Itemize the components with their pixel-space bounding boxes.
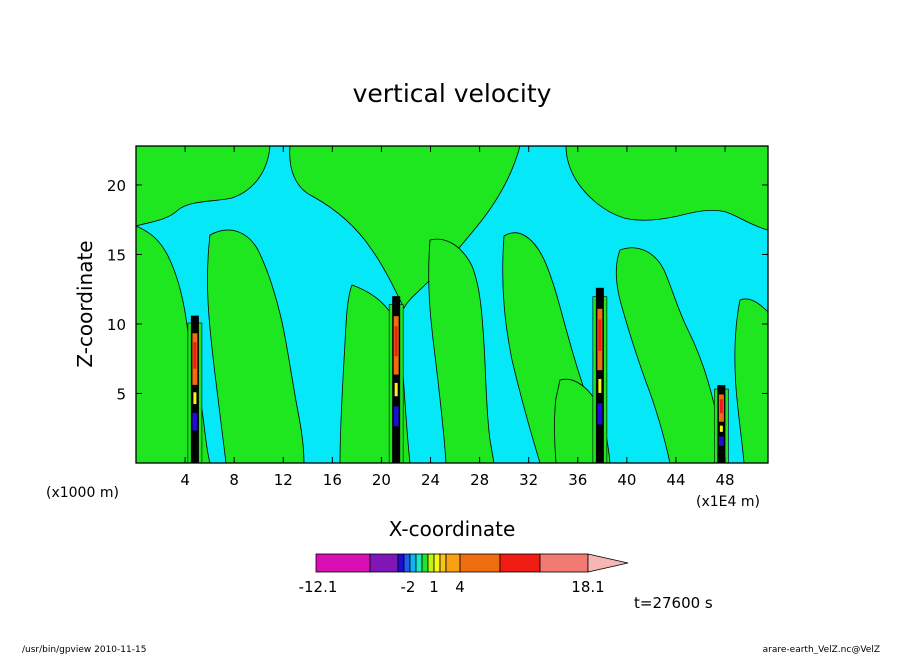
colorbar-segment	[499, 553, 541, 573]
colorbar-segment	[459, 553, 501, 573]
footer-right: arare-earth_VelZ.nc@VelZ	[763, 645, 880, 654]
x-tick-label: 24	[421, 471, 440, 489]
y-tick-label: 15	[107, 246, 126, 264]
colorbar-segment	[369, 553, 399, 573]
x-axis: 4 8 12 16 20 24 28 32 36 40 44 48	[180, 146, 735, 489]
footer-left: /usr/bin/gpview 2010-11-15	[22, 645, 146, 654]
updraft-column	[714, 385, 729, 464]
positive-regions	[135, 145, 769, 464]
colorbar-arrow	[587, 553, 629, 573]
positive-region	[207, 229, 305, 464]
x-tick-label: 4	[180, 471, 190, 489]
time-label: t=27600 s	[634, 594, 713, 612]
colorbar	[315, 553, 629, 573]
x-tick-label: 44	[666, 471, 685, 489]
x-tick-label: 32	[519, 471, 538, 489]
y-axis-label: Z-coordinate	[73, 240, 97, 367]
positive-region	[565, 145, 769, 231]
colorbar-segment	[439, 553, 447, 573]
x-tick-label: 40	[617, 471, 636, 489]
positive-region	[135, 145, 271, 227]
x-tick-label: 16	[323, 471, 342, 489]
y-tick-label: 20	[107, 177, 126, 195]
colorbar-label: -12.1	[299, 578, 338, 596]
y-tick-label: 5	[116, 385, 126, 403]
colorbar-segment	[315, 553, 371, 573]
colorbar-label: -2	[401, 578, 416, 596]
y-axis: 5 10 15 20	[107, 177, 768, 403]
x-axis-label: X-coordinate	[389, 517, 516, 541]
plot-area	[135, 145, 769, 464]
colorbar-segment	[433, 553, 441, 573]
colorbar-segment	[421, 553, 429, 573]
positive-region	[734, 298, 769, 464]
x-tick-label: 36	[568, 471, 587, 489]
x-unit-left: (x1000 m)	[46, 485, 119, 501]
colorbar-segment	[415, 553, 423, 573]
updraft-column	[592, 287, 608, 464]
colorbar-labels: -12.1 -2 1 4 18.1	[299, 578, 605, 596]
positive-region	[428, 238, 495, 464]
x-tick-label: 48	[716, 471, 735, 489]
x-tick-label: 12	[274, 471, 293, 489]
y-tick-label: 10	[107, 316, 126, 334]
updraft-column	[388, 296, 404, 464]
colorbar-label: 18.1	[571, 578, 604, 596]
plot-frame	[135, 145, 769, 464]
colorbar-segment	[445, 553, 461, 573]
colorbar-label: 4	[455, 578, 465, 596]
updraft-columns	[187, 287, 729, 464]
x-unit-right: (x1E4 m)	[696, 494, 760, 510]
colorbar-segment	[403, 553, 411, 573]
positive-region	[289, 145, 521, 309]
colorbar-segment	[397, 553, 405, 573]
chart-title: vertical velocity	[353, 79, 552, 108]
updraft-column	[187, 315, 203, 464]
colorbar-segment	[427, 553, 435, 573]
x-tick-label: 8	[229, 471, 239, 489]
colorbar-label: 1	[429, 578, 439, 596]
colorbar-segment	[539, 553, 589, 573]
x-tick-label: 20	[372, 471, 391, 489]
x-tick-label: 28	[470, 471, 489, 489]
colorbar-segment	[409, 553, 417, 573]
